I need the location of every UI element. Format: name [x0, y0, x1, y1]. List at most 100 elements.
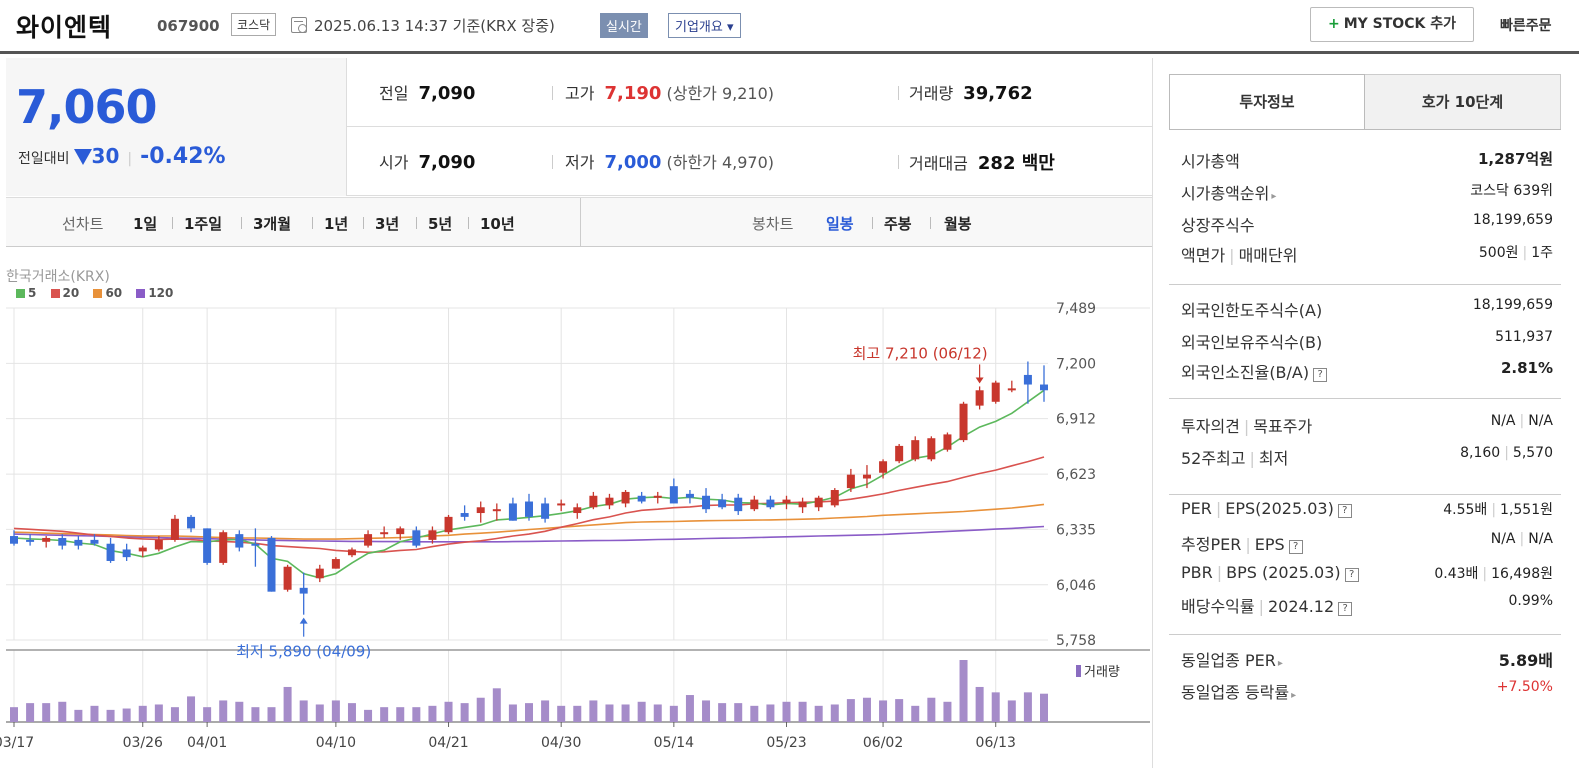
quick-order-link[interactable]: 빠른주문 — [1500, 18, 1552, 34]
ma60-line — [13, 503, 1045, 540]
candle-body — [879, 461, 888, 473]
volume-bar — [1007, 700, 1016, 722]
add-mystock-label: MY STOCK 추가 — [1343, 16, 1456, 32]
legend-ma120-swatch — [136, 289, 146, 298]
stock-chart[interactable]: 한국거래소(KRX) 5 20 60 120 7,489 7,200 6,912 6,… — [0, 248, 1152, 768]
opinion-label: 투자의견 | 목표주가 — [1181, 417, 1313, 436]
volume-bar — [621, 704, 630, 722]
candle-body — [975, 390, 984, 406]
realtime-button[interactable]: 실시간 — [600, 13, 648, 38]
datetime-text: 2025.06.13 14:37 기준(KRX 장중) — [314, 17, 555, 35]
candle-body — [541, 503, 550, 519]
period-3y[interactable]: 3년 — [375, 215, 400, 233]
lower-limit: (하한가 4,970) — [666, 153, 775, 172]
candle-body — [267, 537, 276, 592]
candle-body — [219, 532, 228, 563]
volume-bar — [653, 704, 662, 722]
candle-body — [428, 530, 437, 540]
candle-body — [331, 559, 340, 569]
company-overview-button[interactable]: 기업개요 ▾ — [668, 13, 741, 38]
volume-bar — [428, 705, 437, 722]
open-value: 7,090 — [418, 152, 476, 173]
help-icon[interactable]: ? — [1344, 568, 1359, 582]
week52-label: 52주최고 | 최저 — [1181, 449, 1289, 468]
turnover-label: 거래대금 — [909, 154, 968, 173]
turnover-value: 282 백만 — [977, 153, 1055, 174]
chart-period-bar: 선차트 1일 1주일 3개월 1년 3년 5년 10년 봉차트 일봉 주봉 월봉 — [6, 197, 1152, 247]
low-value: 7,000 — [604, 152, 662, 173]
x-tick-label: 04/21 — [428, 735, 468, 751]
volume-bar — [187, 696, 196, 722]
tab-investment-info[interactable]: 투자정보 — [1169, 74, 1365, 130]
period-1w[interactable]: 1주일 — [184, 215, 223, 233]
volume-bar — [718, 703, 727, 722]
volume-bar — [557, 705, 566, 722]
x-tick-label: 03/26 — [123, 735, 163, 751]
change-row: 전일대비 30 | -0.42% — [18, 144, 226, 169]
volume-bar — [830, 704, 839, 722]
volume-label: 거래량 — [1084, 665, 1120, 680]
volume-bar — [991, 692, 1000, 722]
help-icon[interactable]: ? — [1288, 540, 1303, 554]
candle-body — [1023, 374, 1032, 385]
volume-bar — [927, 697, 936, 722]
period-1y[interactable]: 1년 — [324, 215, 349, 233]
volume-legend-swatch — [1076, 665, 1081, 677]
volume-bar — [782, 701, 791, 722]
foreign-limit-label: 외국인한도주식수(A) — [1181, 301, 1323, 320]
market-cap-rank-label[interactable]: 시가총액순위 ▸ — [1181, 184, 1277, 203]
legend-ma60: 60 — [93, 286, 122, 300]
help-icon[interactable]: ? — [1337, 504, 1352, 518]
volume-bar — [364, 709, 373, 722]
foreign-ratio-value: 2.81% — [1500, 359, 1553, 377]
candle-body — [251, 543, 260, 546]
candle-monthly[interactable]: 월봉 — [944, 215, 972, 233]
volume-bar — [573, 705, 582, 722]
candle-body — [637, 495, 646, 502]
volume-bar — [798, 701, 807, 722]
plus-icon: + — [1328, 16, 1340, 32]
per-value: 4.55배 | 1,551원 — [1443, 502, 1553, 518]
est-per-label: 추정PER | EPS? — [1181, 531, 1303, 555]
industry-per-label[interactable]: 동일업종 PER ▸ — [1181, 651, 1283, 670]
candle-daily[interactable]: 일봉 — [826, 215, 854, 233]
volume-bar — [396, 707, 405, 722]
period-3m[interactable]: 3개월 — [253, 215, 292, 233]
x-tick-label: 04/10 — [316, 735, 356, 751]
shares-label: 상장주식수 — [1181, 216, 1255, 235]
prev-close-value: 7,090 — [418, 83, 476, 104]
x-tick-label: 04/30 — [541, 735, 581, 751]
industry-change-label[interactable]: 동일업종 등락률 ▸ — [1181, 683, 1297, 702]
volume-bar — [975, 686, 984, 722]
volume-bar — [315, 704, 324, 722]
candle-body — [235, 534, 244, 548]
volume-bar — [959, 660, 968, 722]
pbr-label: PBR | BPS (2025.03)? — [1181, 563, 1359, 582]
stock-code: 067900 — [157, 17, 220, 35]
candle-body — [154, 539, 163, 550]
candle-weekly[interactable]: 주봉 — [884, 215, 912, 233]
high-value: 7,190 — [604, 83, 662, 104]
candle-body — [734, 497, 743, 512]
period-5y[interactable]: 5년 — [428, 215, 453, 233]
add-mystock-button[interactable]: + MY STOCK 추가 — [1310, 7, 1474, 42]
candle-chart-svg[interactable]: 7,489 7,200 6,912 6,623 6,335 6,046 5,758 03/17… — [0, 248, 1152, 768]
tab-order-book[interactable]: 호가 10단계 — [1365, 74, 1561, 130]
price-panel: 7,060 전일대비 30 | -0.42% 전일 7,090 고가 7,190 (상한가… — [6, 58, 1152, 196]
price-info-grid: 전일 7,090 고가 7,190 (상한가 9,210) 거래량 39,762 시가… — [347, 58, 1152, 196]
candle-body — [959, 403, 968, 441]
per-label: PER | EPS(2025.03)? — [1181, 499, 1352, 518]
help-icon[interactable]: ? — [1313, 368, 1328, 382]
market-cap-rank-value: 코스닥 639위 — [1470, 183, 1553, 199]
help-icon[interactable]: ? — [1338, 602, 1353, 616]
x-tick-label: 06/02 — [863, 735, 903, 751]
ma-legend: 5 20 60 120 — [16, 286, 183, 300]
period-1d[interactable]: 1일 — [133, 215, 158, 233]
candle-body — [621, 491, 630, 504]
candle-body — [653, 495, 662, 498]
volume-bar — [911, 705, 920, 722]
dividend-value: 0.99% — [1508, 593, 1553, 609]
face-value-label: 액면가 | 매매단위 — [1181, 246, 1298, 265]
period-10y[interactable]: 10년 — [480, 215, 515, 233]
volume-bar — [1040, 693, 1048, 722]
